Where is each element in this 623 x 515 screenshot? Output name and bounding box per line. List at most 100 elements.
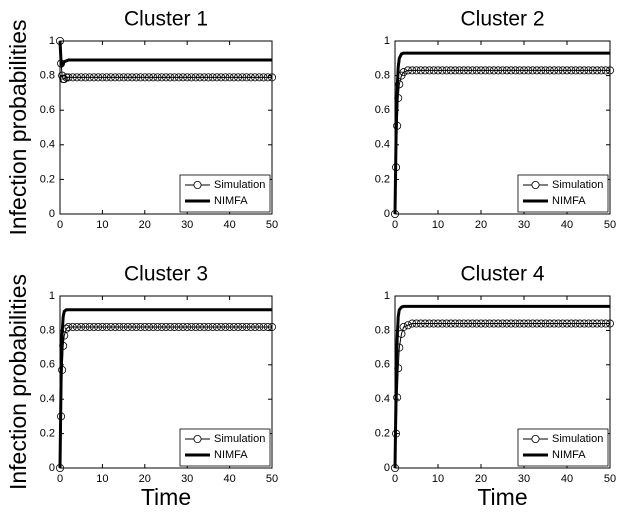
chart-title: Cluster 4 (460, 263, 544, 286)
marker (111, 73, 120, 82)
x-tick-label: 50 (266, 473, 278, 485)
x-tick-label: 50 (266, 219, 278, 231)
marker (115, 73, 124, 82)
marker (580, 319, 589, 328)
marker (545, 319, 554, 328)
marker (481, 319, 490, 328)
marker (140, 73, 149, 82)
marker (528, 319, 537, 328)
legend-box (179, 174, 271, 213)
marker (563, 319, 572, 328)
marker (263, 73, 272, 82)
marker (191, 73, 200, 82)
marker (433, 319, 442, 328)
marker (502, 66, 511, 75)
marker (106, 73, 115, 82)
marker (251, 322, 260, 331)
marker (187, 73, 196, 82)
legend-marker (193, 180, 202, 189)
marker (234, 73, 243, 82)
marker (567, 66, 576, 75)
marker (550, 66, 559, 75)
x-tick-label: 30 (181, 473, 193, 485)
y-tick-label: 1 (384, 35, 390, 47)
marker (597, 319, 606, 328)
marker (489, 66, 498, 75)
x-axis-label: Time (141, 484, 191, 510)
x-tick-label: 10 (96, 219, 108, 231)
marker (584, 66, 593, 75)
marker (459, 319, 468, 328)
marker (229, 322, 238, 331)
marker (246, 322, 255, 331)
legend-marker (193, 434, 202, 443)
marker (537, 66, 546, 75)
marker (259, 322, 268, 331)
axes-frame (394, 40, 611, 215)
y-tick-label: 0 (384, 462, 390, 474)
series-line (393, 304, 610, 469)
marker (111, 322, 120, 331)
marker (412, 66, 421, 75)
marker (455, 66, 464, 75)
marker (541, 66, 550, 75)
marker (238, 73, 247, 82)
marker (81, 73, 90, 82)
marker (416, 319, 425, 328)
marker (119, 73, 128, 82)
marker (451, 319, 460, 328)
marker (191, 322, 200, 331)
marker (515, 319, 524, 328)
marker (153, 322, 162, 331)
y-tick-label: 0.2 (375, 428, 390, 440)
marker (593, 319, 602, 328)
marker (597, 66, 606, 75)
marker (178, 322, 187, 331)
marker (593, 66, 602, 75)
marker (438, 66, 447, 75)
marker (575, 66, 584, 75)
series-line (58, 40, 272, 69)
marker (494, 66, 503, 75)
marker (123, 73, 132, 82)
marker (446, 319, 455, 328)
marker (601, 66, 610, 75)
x-axis-label: Time (477, 484, 527, 510)
marker (575, 319, 584, 328)
marker (149, 73, 158, 82)
series-line (58, 308, 272, 469)
x-tick-label: 40 (223, 473, 235, 485)
marker (161, 322, 170, 331)
y-tick-label: 0.6 (40, 359, 55, 371)
marker (528, 66, 537, 75)
marker (451, 66, 460, 75)
x-tick-label: 40 (223, 219, 235, 231)
marker (558, 66, 567, 75)
y-tick-label: 0.6 (375, 104, 390, 116)
marker (68, 322, 77, 331)
chart-title: Cluster 2 (460, 8, 544, 31)
marker (166, 322, 175, 331)
marker (567, 319, 576, 328)
marker (166, 73, 175, 82)
y-tick-label: 0.6 (40, 104, 55, 116)
series-line (394, 323, 610, 469)
y-tick-label: 0.8 (375, 70, 390, 82)
marker (472, 319, 481, 328)
x-tick-label: 30 (181, 219, 193, 231)
chart-title: Cluster 3 (124, 263, 208, 286)
marker (489, 319, 498, 328)
marker (217, 73, 226, 82)
marker (425, 66, 434, 75)
y-tick-label: 0.2 (40, 173, 55, 185)
marker (515, 66, 524, 75)
marker (408, 319, 417, 328)
x-tick-label: 30 (518, 219, 530, 231)
legend-marker (531, 180, 540, 189)
legend-label: NIMFA (552, 449, 586, 461)
marker (200, 73, 209, 82)
marker (98, 73, 107, 82)
x-tick-label: 50 (604, 219, 616, 231)
